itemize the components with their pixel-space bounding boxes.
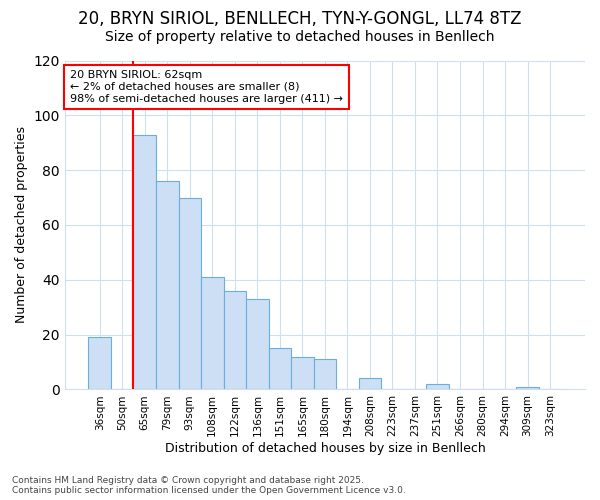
Bar <box>246 299 269 390</box>
Bar <box>314 360 336 390</box>
Bar <box>156 181 179 390</box>
Bar <box>201 277 224 390</box>
Text: Size of property relative to detached houses in Benllech: Size of property relative to detached ho… <box>105 30 495 44</box>
Bar <box>291 356 314 390</box>
Bar <box>88 338 111 390</box>
Bar <box>517 386 539 390</box>
Bar <box>269 348 291 390</box>
X-axis label: Distribution of detached houses by size in Benllech: Distribution of detached houses by size … <box>164 442 485 455</box>
Text: 20, BRYN SIRIOL, BENLLECH, TYN-Y-GONGL, LL74 8TZ: 20, BRYN SIRIOL, BENLLECH, TYN-Y-GONGL, … <box>78 10 522 28</box>
Bar <box>224 291 246 390</box>
Text: Contains HM Land Registry data © Crown copyright and database right 2025.
Contai: Contains HM Land Registry data © Crown c… <box>12 476 406 495</box>
Y-axis label: Number of detached properties: Number of detached properties <box>15 126 28 324</box>
Text: 20 BRYN SIRIOL: 62sqm
← 2% of detached houses are smaller (8)
98% of semi-detach: 20 BRYN SIRIOL: 62sqm ← 2% of detached h… <box>70 70 343 104</box>
Bar <box>133 134 156 390</box>
Bar <box>359 378 381 390</box>
Bar <box>179 198 201 390</box>
Bar <box>426 384 449 390</box>
